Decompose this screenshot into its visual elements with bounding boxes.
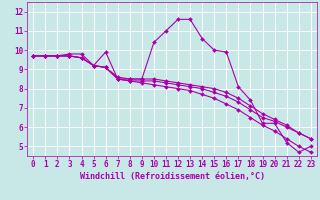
- X-axis label: Windchill (Refroidissement éolien,°C): Windchill (Refroidissement éolien,°C): [79, 172, 265, 181]
